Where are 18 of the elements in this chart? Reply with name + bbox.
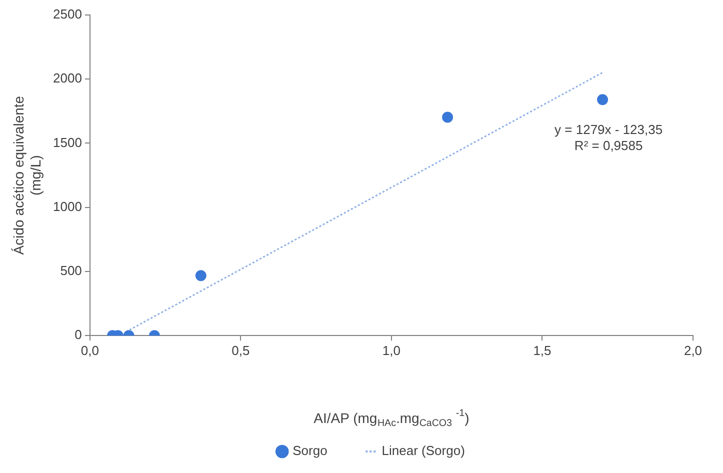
x-tick-label: 1,5 xyxy=(533,342,552,358)
point xyxy=(597,94,608,106)
y-tick-label: 0 xyxy=(74,327,82,342)
legend-label: Sorgo xyxy=(292,443,328,458)
annotation: R² = 0,9585 xyxy=(574,138,643,153)
legend-label: Linear (Sorgo) xyxy=(382,443,465,458)
x-tick-label: 2,0 xyxy=(684,342,702,358)
y-tick-label: 1500 xyxy=(53,134,82,150)
point xyxy=(442,112,454,123)
y-tick-label: 1000 xyxy=(53,198,82,214)
y-tick-label: 500 xyxy=(60,263,82,278)
annotation: y = 1279x - 123,35 xyxy=(554,122,663,137)
y-tick-label: 2500 xyxy=(53,6,82,22)
x-tick-label: 0,0 xyxy=(80,342,99,358)
y-axis-title: Ácido acético equivalente (mg/L) xyxy=(10,96,44,255)
x-tick-label: 1,0 xyxy=(382,342,400,358)
x-tick-label: 0,5 xyxy=(232,342,250,358)
y-tick-label: 2000 xyxy=(53,70,82,86)
